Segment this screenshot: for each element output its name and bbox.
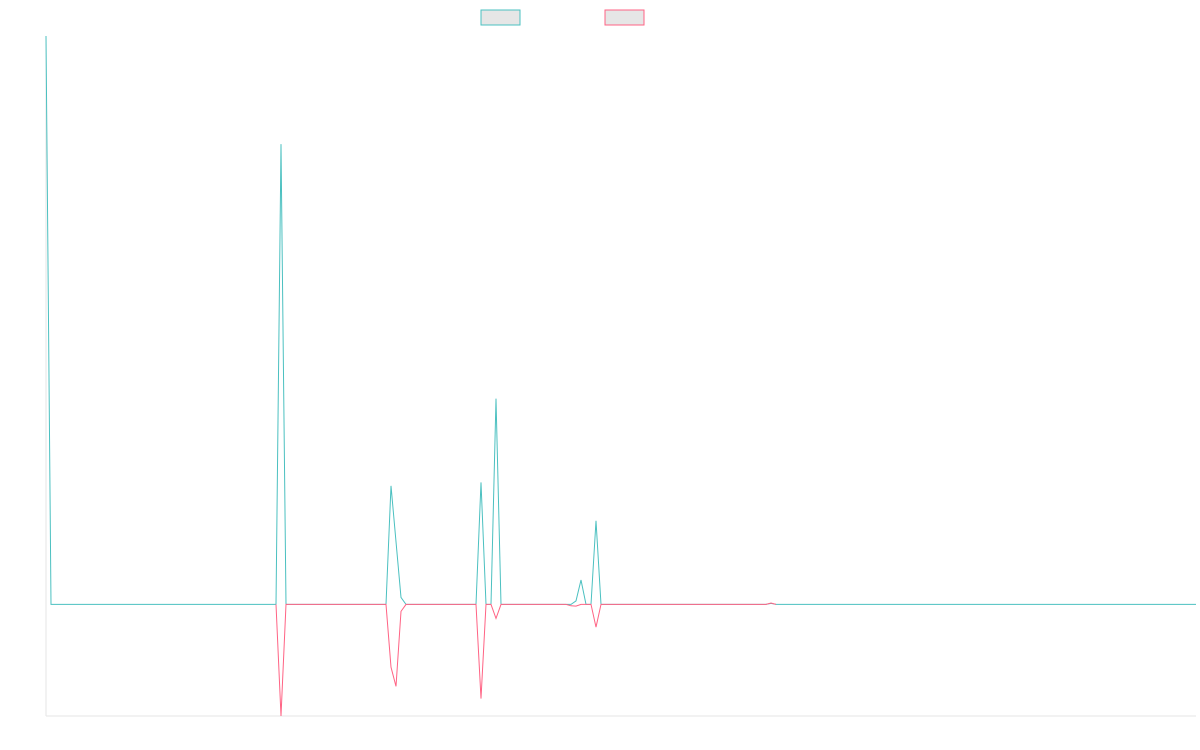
legend-swatch-1[interactable] xyxy=(480,9,521,26)
series-line-2 xyxy=(275,602,777,717)
series-line-1 xyxy=(45,35,1196,605)
plot-area xyxy=(45,35,1196,717)
legend-swatch-2[interactable] xyxy=(604,9,645,26)
legend xyxy=(480,9,645,26)
axes xyxy=(45,36,1196,717)
